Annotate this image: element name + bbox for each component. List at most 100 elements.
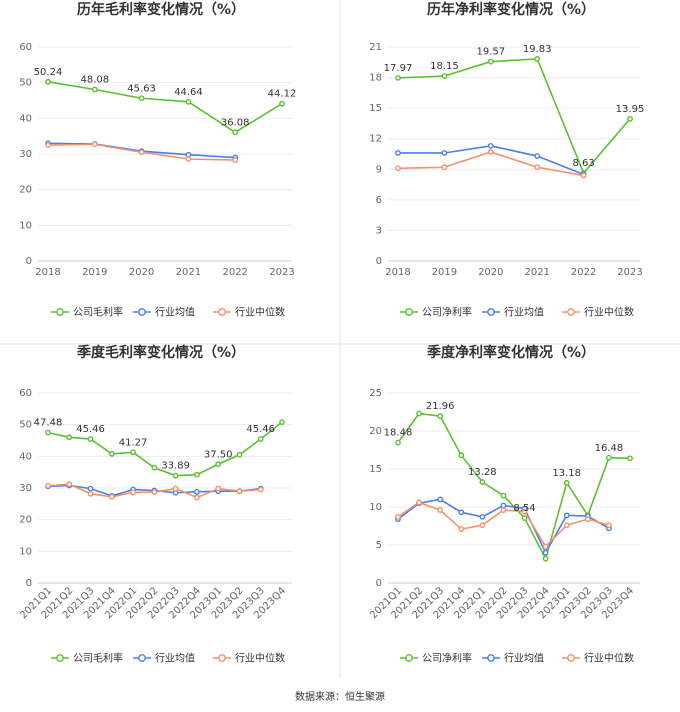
y-tick-label: 0 [26,256,32,267]
y-tick-label: 20 [19,185,32,196]
legend-label: 行业均值 [504,306,544,319]
median-series-point [66,481,73,488]
median-series-point [130,489,136,496]
median-series-point [500,507,507,513]
x-tick-label: 2023 [617,267,642,278]
company-series-line [47,81,283,134]
avg-series-point [487,142,494,149]
company-series-point [534,56,541,62]
data-label: 44.64 [174,87,203,98]
median-series-point [580,172,587,179]
legend-label: 行业均值 [155,306,195,319]
y-tick-label: 10 [19,546,32,557]
data-label: 44.12 [268,89,297,100]
median-series-point [521,508,528,515]
chart-title: 季度毛利率变化情况（%） [76,344,245,361]
x-tick-label: 2021 [524,267,549,278]
company-series-point [487,58,494,65]
y-tick-label: 50 [19,78,32,89]
data-source: 数据来源：恒生聚源 [295,690,385,703]
x-tick-label: 2022 [222,267,247,278]
avg-series-point [194,488,200,495]
quarterly-gross-chart: 季度毛利率变化情况（%）01020304050602021Q12021Q2202… [18,344,292,665]
avg-series-point [479,513,486,520]
data-label: 45.46 [76,424,105,435]
annual-net-chart: 历年净利率变化情况（%） 0 3 6 9 12 15 18 21 2018 2019 2020 2021… [369,1,644,319]
y-tick-label: 18 [369,73,382,84]
median-series-point [236,488,243,495]
company-series-point [194,471,200,478]
y-tick-label: 60 [19,42,32,53]
chart-title: 历年净利率变化情况（%） [427,1,595,18]
company-series-point [416,410,422,417]
median-series-point [215,485,222,492]
legend-swatch-marker [56,308,64,316]
data-label: 50.24 [34,67,63,78]
company-series-point [437,413,444,420]
company-series-point [279,100,285,107]
x-tick-label: 2023 [269,267,294,278]
avg-series-point [458,509,465,516]
y-tick-label: 0 [26,578,32,589]
median-series-point [437,507,444,513]
company-series-point [185,98,192,105]
y-tick-label: 30 [19,483,32,494]
y-tick-label: 0 [376,578,382,589]
x-tick-label: 2020 [478,267,503,278]
median-series-point [108,493,115,500]
chart-title: 季度净利率变化情况（%） [426,344,595,361]
data-label: 48.08 [80,75,109,86]
y-tick-label: 50 [19,420,32,431]
company-series-point [627,115,633,122]
y-tick-label: 40 [19,451,32,462]
company-series-point [542,555,549,562]
avg-series-point [563,512,570,519]
company-series-point [66,434,73,441]
y-tick-label: 20 [369,426,382,437]
legend-label: 行业均值 [155,652,195,665]
x-tick-label: 2020 [129,267,154,278]
legend-swatch-marker [567,654,575,662]
legend-swatch-marker [218,654,226,662]
data-label: 18.15 [430,61,459,72]
company-series-point [130,449,136,456]
company-series-point [458,452,465,459]
company-series-point [215,461,222,468]
median-series-point [138,149,145,156]
legend-swatch-marker [567,308,575,316]
avg-series-point [395,150,401,156]
annual-gross-chart: 历年毛利率变化情况（%） 0 10 20 30 40 50 60 2018 2019 2020 202… [19,1,296,319]
legend-label: 公司净利率 [422,306,472,319]
company-series-point [479,479,486,485]
legend-swatch-marker [487,654,495,662]
data-label: 19.57 [476,47,505,58]
legend-swatch-marker [218,308,226,316]
data-label: 8.54 [513,503,535,514]
data-label: 16.48 [595,443,624,454]
y-tick-label: 40 [19,113,32,124]
data-label: 19.83 [523,44,552,55]
median-series-point [458,526,465,532]
y-tick-label: 5 [376,540,382,551]
company-series-point [172,472,179,479]
y-tick-label: 60 [19,388,32,399]
company-series-point [521,515,528,521]
y-tick-label: 30 [19,149,32,160]
data-label: 13.28 [468,467,497,478]
data-label: 33.89 [161,461,190,472]
median-series-point [479,522,486,529]
company-series-point [45,429,51,436]
data-label: 47.48 [34,418,63,429]
legend-label: 行业中位数 [235,306,285,319]
median-series-point [87,490,94,497]
median-series-point [441,164,448,171]
data-label: 45.46 [246,424,275,435]
avg-series-point [441,150,448,156]
avg-series-point [534,153,541,159]
median-series-point [534,164,541,171]
legend-label: 公司毛利率 [73,652,123,665]
x-tick-label: 2018 [35,267,60,278]
x-tick-label: 2018 [385,267,410,278]
y-tick-label: 10 [19,220,32,231]
company-series-point [606,454,612,461]
